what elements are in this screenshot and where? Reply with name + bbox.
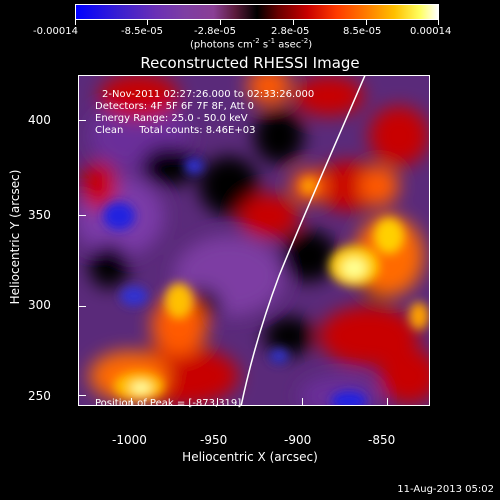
x-tick-label: -900 — [284, 433, 312, 447]
colorbar-tick — [366, 20, 367, 25]
plot-title: Reconstructed RHESSI Image — [140, 54, 360, 72]
colorbar-tick-label: -0.00014 — [33, 26, 78, 37]
peak-position-label: Position of Peak = [-873,319] — [95, 398, 242, 409]
x-tick — [387, 398, 388, 405]
colorbar-tick-label: 0.00014 — [410, 26, 452, 37]
y-tick-label: 400 — [28, 113, 51, 127]
colorbar-tick-label: 8.5e-05 — [343, 26, 382, 37]
x-tick — [217, 398, 218, 405]
y-tick — [79, 215, 86, 216]
rhessi-image — [78, 75, 430, 406]
energy-range-info: Energy Range: 25.0 - 50.0 keV — [95, 113, 248, 124]
clean-total-counts: Clean Total counts: 8.46E+03 — [95, 125, 256, 136]
y-tick — [79, 395, 86, 396]
detector-info: Detectors: 4F 5F 6F 7F 8F, Att 0 — [95, 101, 255, 112]
y-axis-label: Heliocentric Y (arcsec) — [8, 169, 22, 305]
observation-time-range: 2-Nov-2011 02:27:26.000 to 02:33:26.000 — [102, 89, 315, 100]
colorbar-tick — [438, 20, 439, 25]
colorbar-tick-label: -2.8e-05 — [194, 26, 236, 37]
x-tick-label: -850 — [368, 433, 396, 447]
y-tick-label: 250 — [28, 389, 51, 403]
colorbar-unit-label: (photons cm-2 s-1 asec-2) — [190, 37, 313, 51]
colorbar — [75, 4, 439, 20]
y-tick — [79, 306, 86, 307]
x-tick — [302, 398, 303, 405]
colorbar-tick-label: 2.8e-05 — [271, 26, 310, 37]
y-tick-label: 300 — [28, 298, 51, 312]
colorbar-tick — [147, 20, 148, 25]
rhessi-image-map — [79, 76, 429, 405]
x-axis-label: Heliocentric X (arcsec) — [182, 450, 318, 464]
colorbar-tick — [293, 20, 294, 25]
colorbar-tick — [75, 20, 76, 25]
colorbar-tick — [220, 20, 221, 25]
colorbar-tick-label: -8.5e-05 — [121, 26, 163, 37]
y-tick — [79, 120, 86, 121]
footer-date: 11-Aug-2013 05:02 — [397, 484, 494, 495]
y-tick-label: 350 — [28, 208, 51, 222]
x-tick — [131, 398, 132, 405]
x-tick-label: -950 — [200, 433, 228, 447]
x-tick-label: -1000 — [112, 433, 147, 447]
